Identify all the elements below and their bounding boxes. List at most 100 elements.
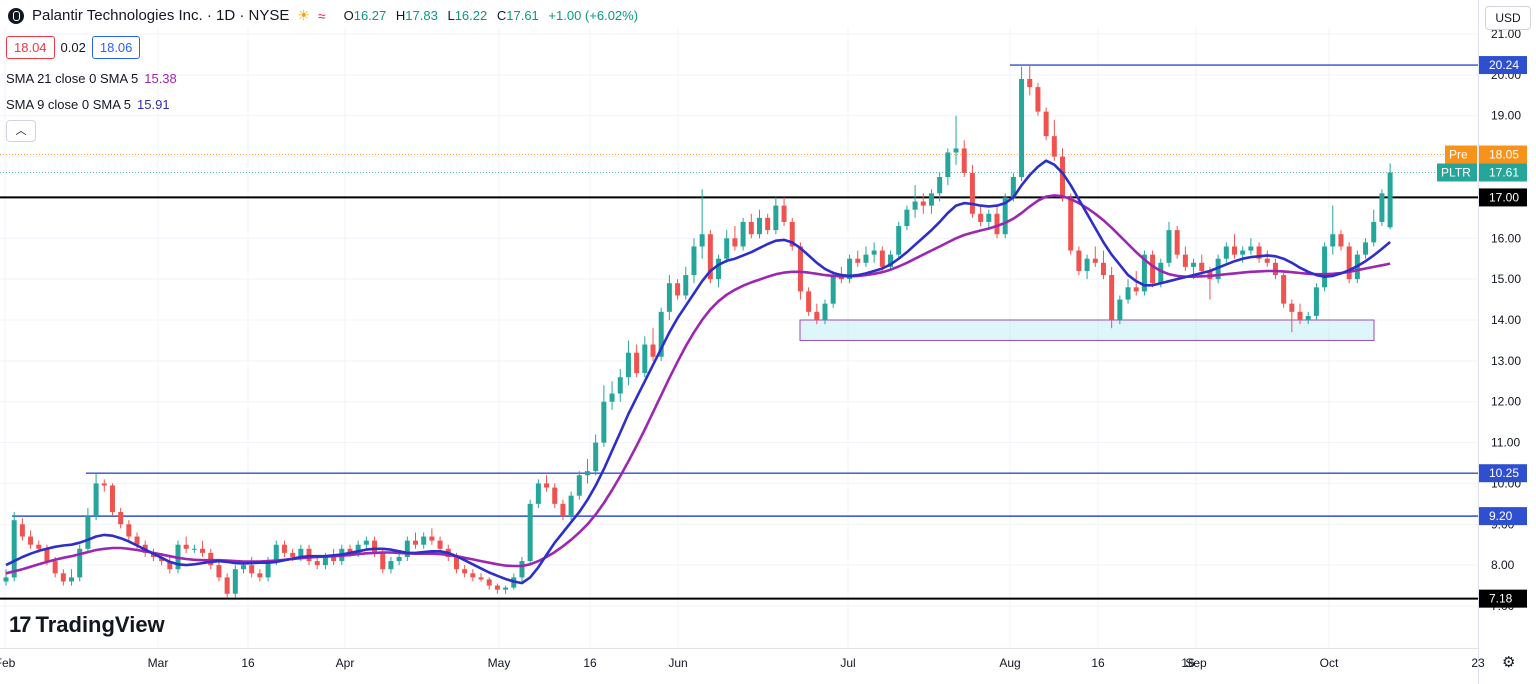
candle-47	[388, 556, 394, 574]
candle-body	[683, 275, 689, 296]
level-label-17.00: 17.00	[1479, 188, 1527, 207]
candle-106	[871, 242, 877, 263]
candle-body	[617, 377, 623, 394]
candle-110	[904, 205, 910, 231]
candle-72	[593, 434, 599, 476]
candle-68	[560, 499, 566, 521]
candle-132	[1084, 254, 1090, 280]
wave-icon[interactable]: ≈	[317, 7, 326, 24]
candle-13	[109, 483, 115, 517]
candle-159	[1305, 311, 1311, 325]
indicator-sma9[interactable]: SMA 9 close 0 SMA 5 15.91	[6, 97, 170, 112]
candle-100	[822, 299, 828, 325]
candle-131	[1076, 246, 1082, 276]
candle-body	[28, 536, 34, 545]
candle-body	[191, 548, 197, 550]
candle-body	[544, 483, 550, 488]
price-value-bg	[1479, 163, 1527, 182]
candle-body	[1174, 230, 1180, 255]
candle-34	[281, 540, 287, 557]
candle-65	[535, 479, 541, 508]
candle-body	[863, 254, 869, 263]
candle-body	[257, 573, 263, 578]
symbol-title[interactable]: Palantir Technologies Inc. · 1D · NYSE	[32, 7, 290, 24]
candle-body	[609, 393, 615, 402]
sun-icon[interactable]: ☀	[297, 7, 310, 23]
support-zone-rect	[799, 319, 1375, 341]
candle-body	[552, 487, 558, 504]
candle-67	[552, 483, 558, 508]
x-tick-label-2: 16	[241, 656, 255, 670]
moving-averages	[5, 159, 1391, 585]
candle-body	[658, 311, 664, 357]
candle-103	[847, 254, 853, 284]
candle-52	[429, 528, 435, 545]
candle-body	[978, 213, 984, 222]
candle-88	[724, 230, 730, 263]
candle-body	[478, 577, 484, 580]
currency-selector[interactable]: USD	[1485, 6, 1531, 30]
candle-body	[470, 573, 476, 578]
candle-body	[167, 561, 173, 570]
price-labels: 20.24 17.00 10.25 9.20 7.18 Pre 18.05 PLTR 17.61	[1437, 56, 1527, 608]
indicator-sma21[interactable]: SMA 21 close 0 SMA 5 15.38	[6, 71, 177, 86]
candle-body	[1109, 275, 1115, 320]
candle-137	[1125, 279, 1131, 304]
candle-115	[945, 148, 951, 186]
candle-body	[1313, 287, 1319, 316]
candle-body	[1281, 275, 1287, 304]
sell-button[interactable]: 18.04	[6, 36, 55, 59]
collapse-indicators-button[interactable]: ︿	[6, 120, 36, 142]
candle-body	[1068, 197, 1074, 251]
candle-0	[3, 569, 9, 586]
candle-body	[453, 556, 459, 570]
buy-button[interactable]: 18.06	[91, 36, 141, 59]
candle-108	[888, 250, 894, 271]
candle-body	[601, 401, 607, 443]
indicator-label: SMA 9 close 0 SMA 5	[6, 97, 132, 112]
candle-body	[1133, 287, 1139, 292]
x-tick-label-11: Sep	[1185, 656, 1207, 670]
candle-body	[290, 552, 296, 557]
candle-166	[1363, 238, 1369, 259]
candle-body	[576, 475, 582, 496]
candle-body	[765, 217, 771, 231]
level-label-bg	[1479, 56, 1527, 75]
price-value-bg	[1479, 145, 1527, 164]
candle-83	[683, 266, 689, 300]
candle-body	[388, 561, 394, 570]
candle-124	[1019, 66, 1025, 182]
candle-body	[650, 344, 656, 357]
candle-body	[241, 565, 247, 570]
candle-body	[748, 221, 754, 235]
candle-99	[814, 303, 820, 325]
level-label-10.25: 10.25	[1479, 464, 1527, 483]
candle-118	[969, 164, 975, 218]
y-tick-label-9: 16.00	[1491, 231, 1521, 245]
candle-154	[1264, 250, 1270, 267]
time-axis[interactable]: FebMar16AprMay16JunJul16Aug16SepOct23	[0, 656, 1485, 670]
settings-icon[interactable]: ⚙	[1502, 654, 1516, 671]
candle-164	[1346, 242, 1352, 284]
candle-82	[675, 279, 681, 300]
x-tick-label-12: Oct	[1320, 656, 1339, 670]
candle-body	[101, 483, 107, 486]
candle-body	[19, 524, 25, 537]
level-label-text: 9.20	[1489, 509, 1513, 523]
candle-151	[1240, 246, 1246, 263]
candle-51	[421, 532, 427, 549]
sma-9-line	[5, 159, 1391, 585]
level-label-7.18: 7.18	[1479, 589, 1527, 608]
candle-body	[93, 483, 99, 517]
x-tick-label-9: Aug	[999, 656, 1020, 670]
candle-body	[707, 234, 713, 280]
candle-127	[1043, 107, 1049, 141]
candle-135	[1109, 266, 1115, 329]
candle-63	[519, 556, 525, 582]
candle-body	[118, 512, 124, 525]
candle-76	[625, 340, 631, 386]
symbol-logo-icon	[8, 7, 24, 24]
candle-body	[224, 577, 230, 594]
candle-3	[28, 530, 34, 549]
